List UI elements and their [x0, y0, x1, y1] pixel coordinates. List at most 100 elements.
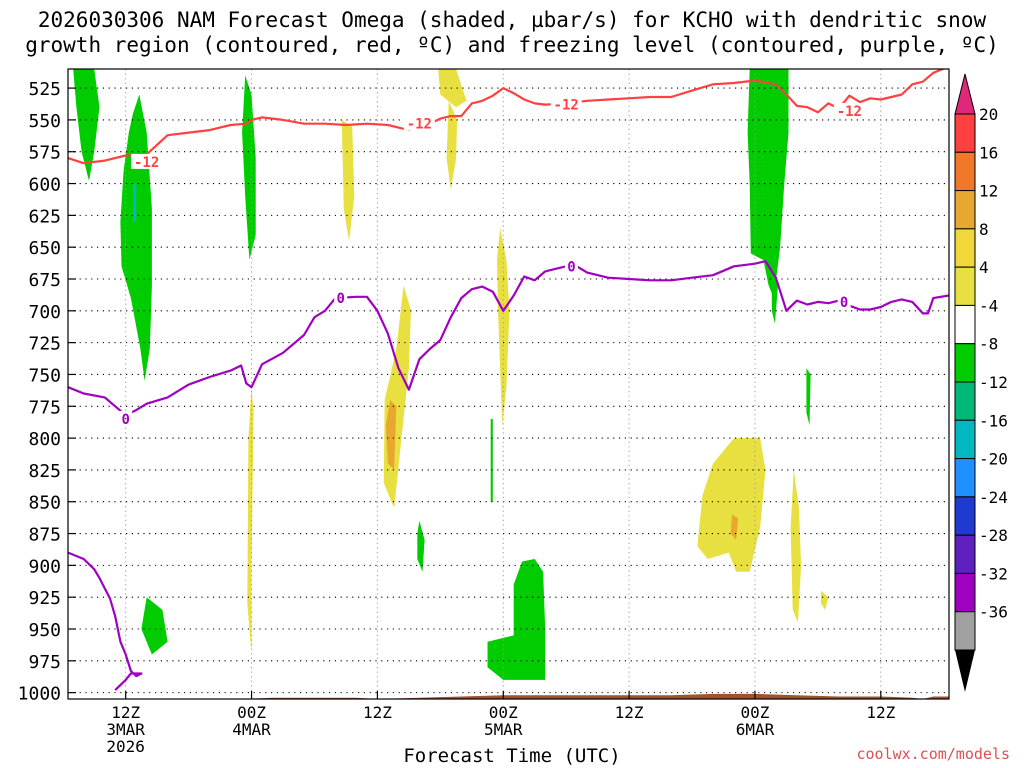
x-tick-label-24-1: 4MAR	[232, 720, 271, 739]
contour-label-bg-0-0	[131, 153, 163, 169]
y-tick-label-675: 675	[28, 270, 61, 291]
contour-lines	[68, 64, 949, 691]
y-tick-label-775: 775	[28, 397, 61, 418]
colorbar-swatch-3	[954, 228, 976, 268]
contour-label-2-3: 0	[840, 295, 848, 311]
contour-label-0-0: -12	[134, 155, 159, 171]
chart-title-line-2: growth region (contoured, red, ºC) and f…	[25, 33, 999, 57]
y-tick-label-925: 925	[28, 588, 61, 609]
terrain-fill	[68, 693, 949, 699]
omega-region-11	[438, 69, 467, 108]
chart-title-line-1: 2026030306 NAM Forecast Omega (shaded, µ…	[37, 8, 987, 32]
y-tick-label-550: 550	[28, 111, 61, 132]
omega-region-10	[490, 419, 493, 502]
colorbar-swatch-0	[954, 113, 976, 153]
omega-region-18	[697, 438, 766, 572]
colorbar-swatch-2	[954, 190, 976, 230]
contour-label-bg-2-2	[564, 258, 578, 274]
colorbar-label-3: 8	[979, 220, 989, 239]
contour-label-0-3: -12	[837, 104, 862, 120]
y-tick-label-850: 850	[28, 493, 61, 514]
x-tick-label-12-2: 2026	[106, 737, 145, 756]
contour-label-bg-2-1	[334, 290, 348, 306]
colorbar-swatch-4	[954, 266, 976, 306]
colorbar-label-12: -32	[979, 564, 1008, 583]
x-tick-label-12-1: 3MAR	[106, 720, 145, 739]
y-tick-label-875: 875	[28, 525, 61, 546]
y-tick-label-600: 600	[28, 175, 61, 196]
omega-region-7	[141, 597, 168, 655]
contour-label-2-1: 0	[336, 291, 344, 307]
contour-labels: -12 -12 -12 -12 0 0 0 0	[119, 96, 865, 428]
contour-label-2-2: 0	[567, 259, 575, 275]
omega-region-15	[383, 285, 411, 509]
colorbar-label-7: -12	[979, 373, 1008, 392]
y-tick-label-800: 800	[28, 429, 61, 450]
omega-region-5	[771, 272, 778, 324]
colorbar-swatch-13	[954, 611, 976, 651]
colorbar-label-13: -36	[979, 603, 1008, 622]
omega-region-8	[487, 559, 546, 680]
omega-region-0	[73, 69, 100, 181]
omega-region-16	[385, 399, 397, 470]
contour-label-bg-0-2	[550, 96, 582, 112]
colorbar-label-4: 4	[979, 258, 989, 277]
x-axis-title: Forecast Time (UTC)	[403, 745, 621, 767]
colorbar-swatch-12	[954, 572, 976, 613]
colorbar-label-10: -24	[979, 488, 1008, 507]
colorbar-swatch-9	[954, 458, 976, 498]
colorbar-swatch-6	[954, 343, 976, 383]
y-tick-label-825: 825	[28, 461, 61, 482]
omega-region-13	[341, 119, 355, 241]
omega-region-19	[730, 514, 739, 540]
contour-label-bg-0-3	[833, 103, 865, 118]
terrain-layer	[68, 693, 949, 699]
credit-text[interactable]: coolwx.com/models	[856, 745, 1010, 763]
colorbar-label-0: 20	[979, 105, 998, 124]
colorbar-swatch-10	[954, 496, 976, 536]
contour-label-2-0: 0	[121, 412, 129, 428]
colorbar-label-9: -20	[979, 450, 1008, 469]
omega-region-12	[446, 100, 458, 190]
omega-region-4	[747, 69, 789, 299]
x-tick-label-48-0: 00Z	[489, 703, 518, 722]
omega-region-1	[120, 94, 152, 381]
omega-region-3	[242, 75, 256, 260]
colorbar-swatch-8	[954, 419, 976, 460]
contour-label-bg-0-1	[403, 115, 435, 131]
x-tick-label-72-0: 00Z	[741, 703, 770, 722]
colorbar-label-6: -8	[979, 335, 998, 354]
y-axis: 525 550 575 600 625 650 675 700 725 750 775 800 825 8…	[18, 79, 76, 705]
colorbar-swatch-1	[954, 151, 976, 192]
colorbar-top-arrow	[954, 73, 976, 115]
y-tick-label-900: 900	[28, 556, 61, 577]
y-tick-label-625: 625	[28, 206, 61, 227]
contour-line-2	[68, 260, 949, 417]
colorbar-label-8: -16	[979, 411, 1008, 430]
colorbar-label-1: 16	[979, 143, 998, 162]
y-tick-label-525: 525	[28, 79, 61, 100]
colorbar: 20 16 12 8 4 -4 -8 -12 -16 -20 -24 -28 -32 -36	[954, 73, 1008, 692]
grid-lines	[68, 69, 949, 699]
colorbar-label-11: -28	[979, 526, 1008, 545]
omega-region-2	[133, 183, 137, 222]
y-tick-label-975: 975	[28, 652, 61, 673]
contour-line-1	[68, 64, 152, 67]
y-tick-label-700: 700	[28, 302, 61, 323]
x-tick-label-24-0: 00Z	[237, 703, 266, 722]
omega-region-14	[247, 387, 254, 655]
omega-region-6	[806, 368, 811, 426]
contour-line-0	[68, 69, 946, 165]
x-tick-label-60-0: 12Z	[615, 703, 644, 722]
y-tick-label-1000: 1000	[18, 684, 61, 705]
contour-line-3	[68, 551, 143, 691]
contour-label-0-1: -12	[407, 117, 432, 133]
y-tick-label-950: 950	[28, 620, 61, 641]
plot-frame	[67, 68, 950, 700]
contour-label-bg-2-3	[837, 293, 851, 309]
y-tick-label-575: 575	[28, 143, 61, 164]
colorbar-swatch-7	[954, 381, 976, 421]
colorbar-bottom-arrow	[955, 650, 975, 692]
